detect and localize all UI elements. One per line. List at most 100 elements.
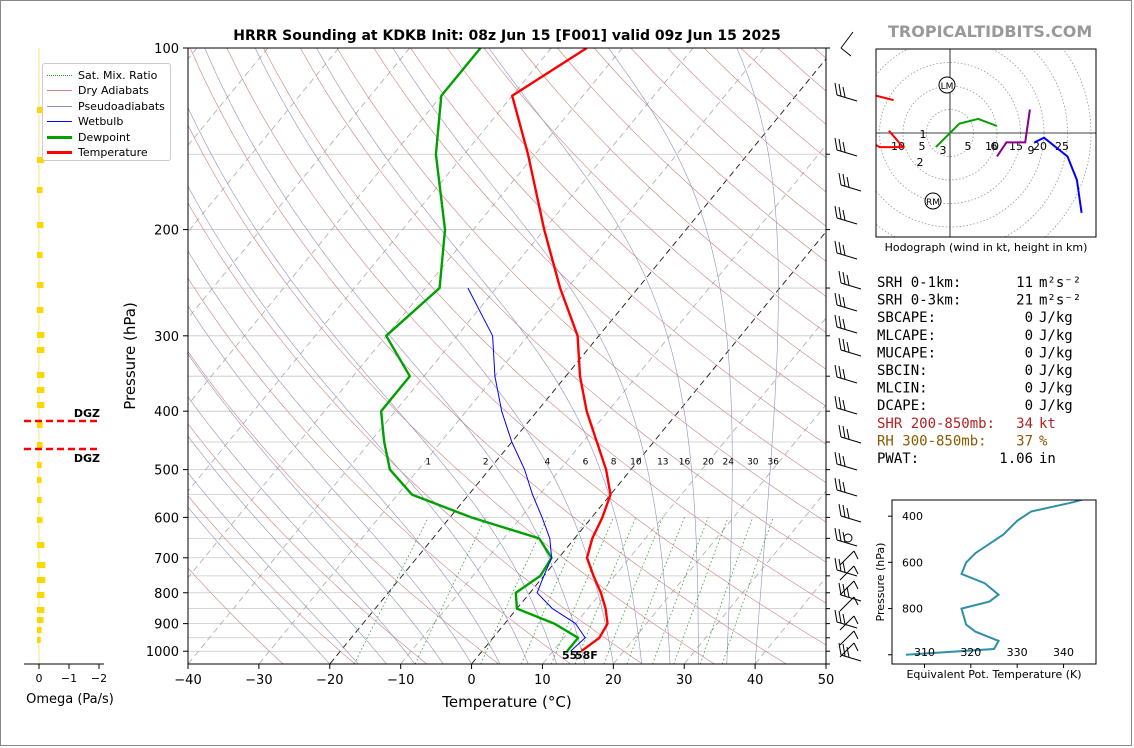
index-name: MLCAPE: [877,328,936,344]
theta-e-y-tick-label: 800 [902,603,923,616]
x-tick-label: 0 [467,673,475,688]
index-unit: % [1039,433,1048,449]
wind-barb [838,582,862,602]
isotherm [188,48,410,319]
hodograph-segment [876,94,906,149]
dry-adiabat [336,48,826,523]
omega-bar [37,462,42,468]
pseudoadiabat [188,506,331,664]
y-tick-label: 500 [154,464,179,479]
legend-swatch [47,135,72,139]
mixing-ratio-label: 10 [630,457,642,467]
theta-e-frame [891,499,1097,665]
axes-frame [187,47,827,665]
isotherm [542,317,826,664]
x-tick-label: 20 [605,673,622,688]
mixing-ratio-line [699,517,754,664]
y-tick-label: 200 [154,224,179,239]
hodograph-segment [996,109,1031,158]
legend-label: Pseudoadiabats [78,99,165,113]
omega-bar [37,372,45,378]
isotherm [329,58,826,664]
index-unit: J/kg [1039,398,1073,414]
wind-barb [838,337,862,357]
mixing-ratio-line [574,517,637,664]
legend-swatch [47,151,72,154]
wind-barb-low [839,550,859,566]
y-tick-label: 600 [154,511,179,526]
series-temperature [511,48,612,653]
legend-label: Dewpoint [78,130,131,144]
mixing-ratio-line [626,517,685,664]
mixing-ratio-line [550,517,614,664]
pseudoadiabat [188,305,472,664]
dry-adiabat [373,48,826,484]
y-tick-label: 300 [154,330,179,345]
hodograph-height-label: 6 [991,140,998,153]
omega-tick-label: 0 [36,672,43,685]
wind-barb [834,292,858,312]
y-tick-label: 1000 [146,645,179,660]
index-name: MLCIN: [877,381,928,397]
index-value: 21 [1016,293,1033,309]
omega-bar [37,347,45,353]
wind-barb-calm [843,533,853,543]
omega-bar [37,187,43,193]
index-value: 0 [1025,345,1033,361]
hodograph-ring-label: 10 [985,140,999,153]
index-name: PWAT: [877,451,919,467]
legend-swatch [47,90,72,91]
omega-axis-label: Omega (Pa/s) [26,692,114,707]
omega-bar [37,107,43,113]
hodograph-ring-label: 20 [1033,140,1047,153]
index-unit: J/kg [1039,310,1073,326]
legend-swatch [47,105,72,107]
dry-adiabat [263,48,826,604]
dgz-top-label: DGZ [74,407,100,420]
sounding-indices: SRH 0-1km: 11 m²s⁻² SRH 0-3km: 21 m²s⁻² SBCAPE… [877,275,1081,467]
mixing-ratio-line [603,517,664,664]
dry-adiabat [188,495,356,664]
hodograph-segment [1034,136,1083,214]
y-tick-label: 700 [154,552,179,567]
wind-barb-low [839,596,859,612]
wind-barb [834,137,858,157]
omega-bar [37,542,45,548]
dry-adiabat [188,202,643,664]
index-name: SRH 0-3km: [877,293,961,309]
wind-barb [834,477,858,497]
omega-bar [37,607,45,613]
left-mover-label: LM [941,82,954,92]
mixing-ratio-label: 6 [583,457,589,467]
pseudoadiabat [188,185,529,664]
legend-item: Dewpoint [47,130,130,144]
index-unit: J/kg [1039,328,1073,344]
hodograph-frame [875,48,1097,238]
right-mover-label: RM [926,198,940,208]
dgz-bottom-label: DGZ [74,452,100,465]
dry-adiabat [777,48,826,92]
legend-label: Wetbulb [78,115,124,128]
wind-barbs [834,31,862,662]
y-tick-label: 400 [154,405,179,420]
pseudoadiabat [488,48,699,664]
dry-adiabat [814,48,826,59]
dry-adiabat [300,48,826,563]
mixing-ratio-label: 24 [722,457,734,467]
legend-item: Wetbulb [47,115,123,129]
x-tick-label: −40 [174,673,201,688]
dry-adiabat [410,48,826,445]
theta-e-x-tick-label: 320 [960,646,981,659]
right-mover-marker [924,192,942,210]
wind-barb [838,503,862,523]
hodograph-caption: Hodograph (wind in kt, height in km) [885,241,1088,254]
wind-barb-low [839,642,859,658]
pseudoadiabat [608,48,733,664]
hodograph-height-label: 9 [1028,144,1035,157]
chart-title: HRRR Sounding at KDKB Init: 08z Jun 15 [… [233,28,781,44]
theta-e-y-tick-label: 600 [902,556,923,569]
wind-barb [834,395,858,415]
index-unit: J/kg [1039,345,1073,361]
